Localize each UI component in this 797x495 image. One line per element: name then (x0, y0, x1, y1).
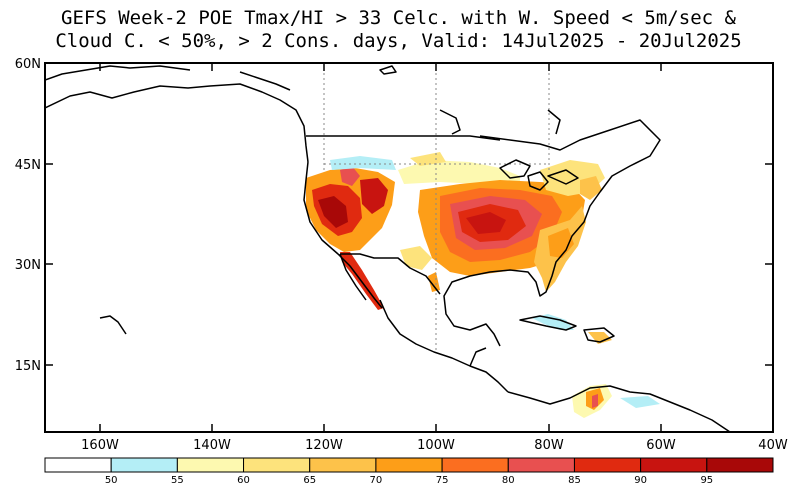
lat-label-15n: 15N (15, 359, 41, 374)
title-line-2: Cloud C. < 50%, > 2 Cons. days, Valid: 1… (55, 30, 742, 52)
colorbar-swatch (375, 457, 443, 473)
lon-label-120w: 120W (305, 438, 343, 453)
colorbar-label: 55 (171, 475, 184, 486)
lat-label-30n: 30N (15, 258, 41, 273)
lon-label-100w: 100W (417, 438, 455, 453)
colorbar-swatch (243, 457, 311, 473)
colorbar-label: 60 (237, 475, 250, 486)
border-central-america (469, 347, 487, 367)
lat-label-45n: 45N (15, 158, 41, 173)
colorbar-label: 80 (502, 475, 515, 486)
lon-label-60w: 60W (646, 438, 676, 453)
shade-cuba-55 (532, 314, 574, 330)
lat-ticks (45, 62, 773, 366)
colorbar-labels: 50 55 60 65 70 75 80 85 90 95 (105, 475, 713, 486)
lake-superior (499, 159, 531, 179)
colorbar-swatch (110, 457, 178, 473)
colorbar-label: 75 (436, 475, 449, 486)
coast-labrador-w (547, 109, 561, 135)
lat-label-60n: 60N (15, 57, 41, 72)
border-us-mexico (340, 253, 441, 295)
coast-baja (339, 253, 367, 301)
coastlines (45, 65, 731, 432)
border-us-canada (306, 135, 501, 141)
colorbar-label: 85 (568, 475, 581, 486)
colorbar-swatch (441, 457, 509, 473)
coast-us-west (303, 161, 383, 309)
coast-hudson (439, 109, 461, 135)
colorbar-label: 65 (303, 475, 316, 486)
shade-central-95 (466, 212, 506, 234)
coast-mexico-pacific (379, 299, 509, 393)
coast-gulf (443, 191, 601, 347)
colorbar-swatch (640, 457, 708, 473)
shade-southeast-75 (548, 228, 574, 258)
lon-label-160w: 160W (81, 438, 119, 453)
shade-idaho-85 (340, 166, 360, 186)
island-hawaii (99, 315, 127, 335)
lon-ticks (99, 63, 662, 432)
title-line-1: GEFS Week-2 POE Tmax/HI > 33 Celc. with … (61, 7, 736, 29)
shade-northplains-60 (398, 160, 520, 186)
shade-dakota-65 (410, 152, 446, 166)
coast-south-america (507, 385, 731, 432)
lake-michigan (527, 171, 549, 191)
coast-east-canada (479, 119, 661, 193)
colorbar-swatch (573, 457, 642, 473)
island-hispaniola (583, 327, 615, 343)
coast-arctic (45, 65, 191, 81)
shade-texas-65 (400, 246, 432, 270)
map-area (45, 63, 731, 432)
coast-alaska-canada (45, 83, 309, 163)
island-cuba (519, 315, 577, 331)
lon-label-80w: 80W (534, 438, 564, 453)
lon-label-140w: 140W (193, 438, 231, 453)
shade-mexico-75 (428, 272, 440, 292)
shade-california-95 (318, 196, 348, 228)
colorbar-swatch (44, 457, 112, 473)
shade-hispaniola-70 (588, 332, 612, 344)
probability-shading (306, 152, 660, 418)
colorbar-swatch (309, 457, 377, 473)
shade-north-55 (330, 156, 396, 170)
colorbar-swatch (706, 457, 774, 473)
colorbar-swatch (176, 457, 245, 473)
shade-greatbasin-90 (360, 178, 388, 214)
colorbar-swatch (507, 457, 575, 473)
colorbar-label: 70 (370, 475, 383, 486)
lake-huron (547, 169, 579, 185)
coast-island (379, 65, 397, 75)
shade-northeast-70 (580, 176, 602, 200)
colorbar (44, 457, 774, 473)
colorbar-label: 50 (105, 475, 118, 486)
colorbar-label: 95 (700, 475, 713, 486)
coast-yukon (239, 71, 291, 91)
lon-label-40w: 40W (758, 438, 788, 453)
shade-venezuela-55 (620, 396, 660, 408)
shade-venezuela-85 (592, 394, 598, 408)
colorbar-label: 90 (634, 475, 647, 486)
map-frame (44, 62, 774, 433)
